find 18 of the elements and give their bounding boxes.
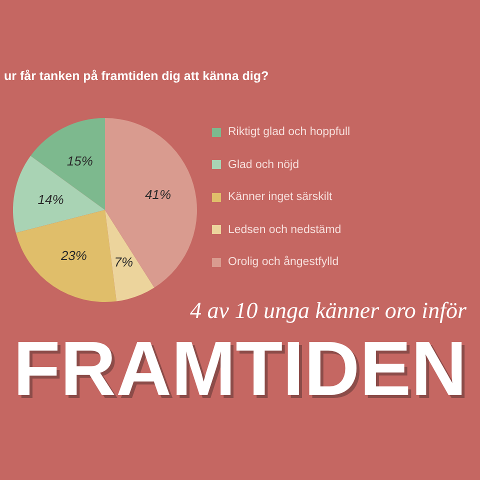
pie-slice	[105, 118, 197, 288]
pie-slice	[105, 210, 154, 302]
data-label: 15%	[66, 153, 93, 168]
chart-title: ur får tanken på framtiden dig att känna dig?	[4, 69, 269, 83]
pie-slice	[30, 118, 105, 210]
pie-slice	[16, 210, 117, 302]
pie-slice	[13, 156, 105, 233]
data-label: 7%	[114, 254, 134, 270]
legend-label: Riktigt glad och hoppfull	[228, 126, 350, 138]
legend-label: Orolig och ångestfylld	[228, 256, 339, 268]
legend-label: Ledsen och nedstämd	[228, 224, 342, 236]
text: FRAMTIDEN	[12, 326, 468, 412]
legend-label: Känner inget särskilt	[228, 191, 332, 204]
legend-label: Glad och nöjd	[228, 158, 299, 171]
data-label: 23%	[60, 248, 87, 264]
data-label: 14%	[38, 192, 64, 208]
text: 4 av 10 unga känner oro inför	[190, 298, 466, 324]
data-label: 41%	[144, 187, 172, 202]
